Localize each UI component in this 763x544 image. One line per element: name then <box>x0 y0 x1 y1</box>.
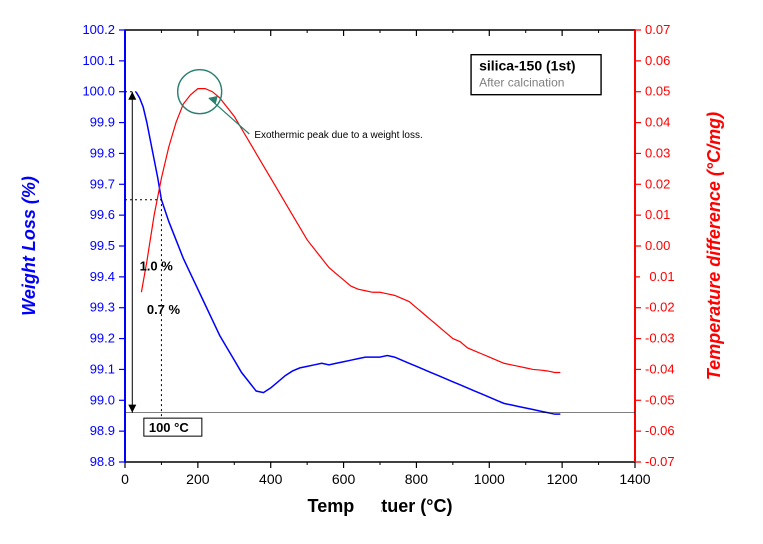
yl-tick-label: 100.2 <box>82 22 115 37</box>
x-tick-label: 600 <box>332 471 356 487</box>
box-100c-text: 100 °C <box>149 420 190 435</box>
yl-tick-label: 99.7 <box>90 176 115 191</box>
yr-tick-label: -0.03 <box>645 331 675 346</box>
yl-tick-label: 99.9 <box>90 115 115 130</box>
x-tick-label: 200 <box>186 471 210 487</box>
x-tick-label: 800 <box>405 471 429 487</box>
yr-tick-label: -0.06 <box>645 423 675 438</box>
yl-tick-label: 98.8 <box>90 454 115 469</box>
x-tick-label: 400 <box>259 471 283 487</box>
yr-tick-label: 0.07 <box>645 22 670 37</box>
chart-svg: 0 200 400 600 800 1000 1200 1400 98.8 98.9 99.0 99.… <box>0 0 763 539</box>
yr-tick-label: 0.01 <box>645 207 670 222</box>
yl-tick-label: 99.1 <box>90 361 115 376</box>
yl-tick-label: 98.9 <box>90 423 115 438</box>
yl-tick-label: 99.6 <box>90 207 115 222</box>
yr-tick-label: -0.04 <box>645 361 675 376</box>
label-0-7: 0.7 % <box>147 302 181 317</box>
yl-tick-label: 99.0 <box>90 392 115 407</box>
yl-tick-label: 99.8 <box>90 145 115 160</box>
yl-tick-label: 99.2 <box>90 331 115 346</box>
yr-axis-label: Temperature difference (°C/mg) <box>704 112 724 380</box>
yl-tick-label: 100.1 <box>82 53 115 68</box>
yr-tick-label: 0.06 <box>645 53 670 68</box>
occlusion <box>640 256 650 286</box>
legend-line2: After calcination <box>479 76 564 90</box>
yr-tick-label: -0.07 <box>645 454 675 469</box>
callout-text: Exothermic peak due to a weight loss. <box>254 130 422 141</box>
yr-tick-label: 0.05 <box>645 84 670 99</box>
legend-line1: silica-150 (1st) <box>479 58 575 74</box>
yr-tick-label: 0.02 <box>645 176 670 191</box>
yl-tick-label: 99.5 <box>90 238 115 253</box>
x-tick-label: 1200 <box>547 471 578 487</box>
x-tick-label: 1400 <box>619 471 650 487</box>
yl-tick-label: 100.0 <box>82 84 115 99</box>
yl-tick-label: 99.4 <box>90 269 115 284</box>
yr-tick-label: -0.05 <box>645 392 675 407</box>
chart-container: 0 200 400 600 800 1000 1200 1400 98.8 98.9 99.0 99.… <box>0 0 763 539</box>
yr-tick-label: 0.00 <box>645 238 670 253</box>
yl-tick-label: 99.3 <box>90 300 115 315</box>
x-tick-label: 1000 <box>474 471 505 487</box>
x-tick-label: 0 <box>121 471 129 487</box>
yr-tick-label: -0.02 <box>645 300 675 315</box>
yr-tick-label: 0.03 <box>645 145 670 160</box>
yl-axis-label: Weight Loss (%) <box>19 176 39 316</box>
label-1-0: 1.0 % <box>140 259 174 274</box>
yr-tick-label: 0.04 <box>645 115 670 130</box>
occlusion <box>355 497 381 517</box>
